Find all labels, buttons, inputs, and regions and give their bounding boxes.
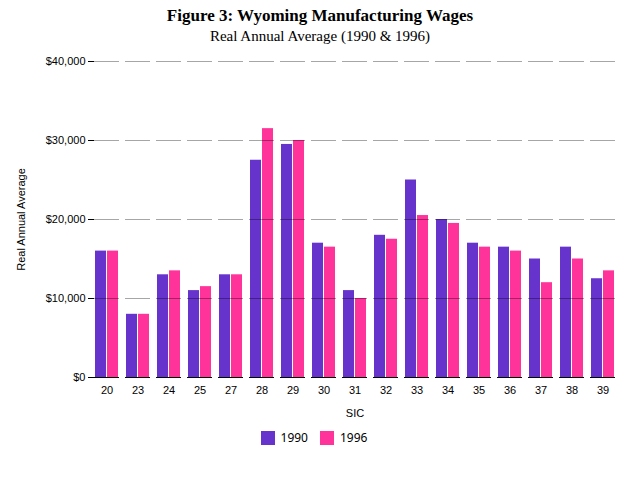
svg-text:27: 27 <box>225 384 237 396</box>
svg-text:33: 33 <box>411 384 423 396</box>
svg-text:$0: $0 <box>73 371 85 383</box>
svg-text:24: 24 <box>163 384 175 396</box>
svg-text:23: 23 <box>132 384 144 396</box>
svg-text:29: 29 <box>287 384 299 396</box>
svg-text:37: 37 <box>535 384 547 396</box>
svg-text:Real Annual Average: Real Annual Average <box>15 168 27 271</box>
svg-text:31: 31 <box>349 384 361 396</box>
html-text:1990: 1990 <box>280 429 308 446</box>
svg-text:38: 38 <box>566 384 578 396</box>
svg-text:32: 32 <box>380 384 392 396</box>
svg-text:$20,000: $20,000 <box>46 213 86 225</box>
svg-text:$10,000: $10,000 <box>46 292 86 304</box>
svg-text:$40,000: $40,000 <box>46 55 86 67</box>
svg-text:20: 20 <box>101 384 113 396</box>
html-text:1996: 1996 <box>340 429 368 446</box>
svg-text:39: 39 <box>597 384 609 396</box>
svg-text:25: 25 <box>194 384 206 396</box>
svg-text:28: 28 <box>256 384 268 396</box>
svg-text:$30,000: $30,000 <box>46 134 86 146</box>
svg-text:30: 30 <box>318 384 330 396</box>
svg-text:34: 34 <box>442 384 454 396</box>
html-text:Real Annual Average (1990 & 19: Real Annual Average (1990 & 1996) <box>210 28 430 44</box>
svg-text:36: 36 <box>504 384 516 396</box>
html-text:Figure 3: Wyoming Manufacturin: Figure 3: Wyoming Manufacturing Wages <box>166 6 474 25</box>
svg-text:SIC: SIC <box>346 407 364 419</box>
svg-text:35: 35 <box>473 384 485 396</box>
